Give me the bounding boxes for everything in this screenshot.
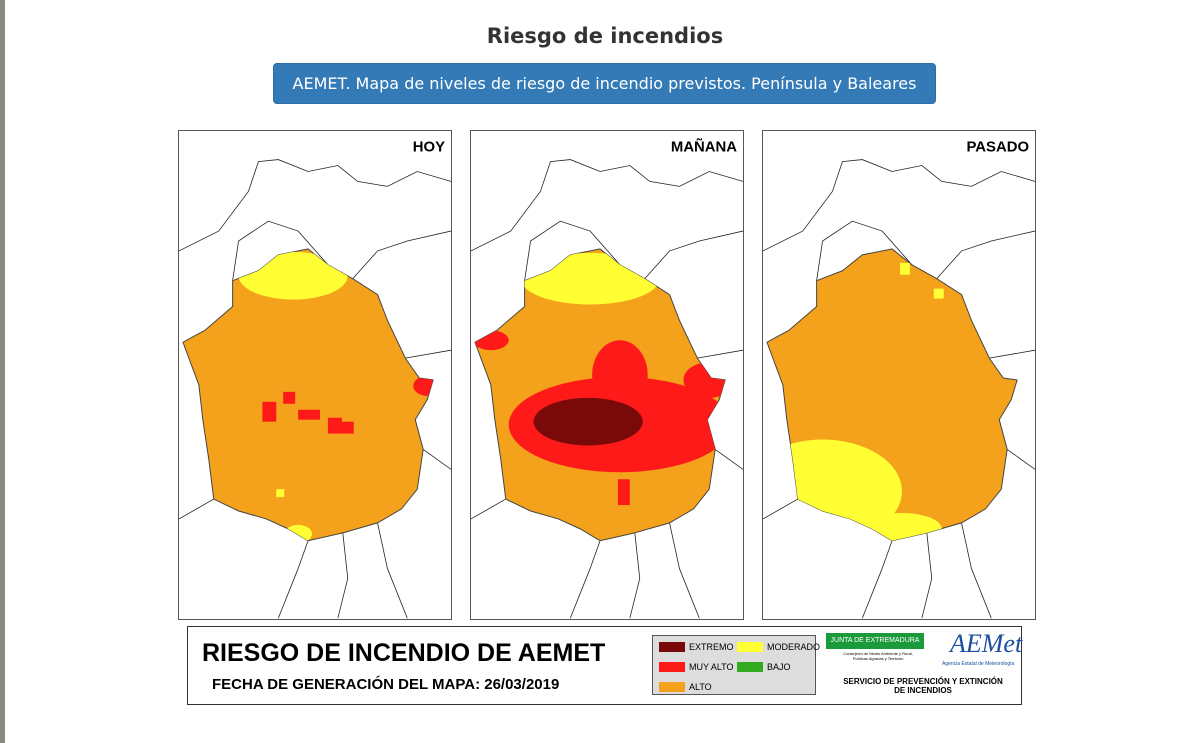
map-panel: HOY [178, 130, 452, 620]
legend-swatch [659, 662, 685, 672]
legend: EXTREMO MODERADO MUY ALTO BAJO ALTO [652, 635, 820, 695]
legend-label: ALTO [689, 682, 712, 692]
legend-item: MUY ALTO [659, 662, 734, 672]
logo-junta: JUNTA DE EXTREMADURA [826, 633, 924, 649]
legend-label: EXTREMO [689, 642, 734, 652]
legend-swatch [659, 682, 685, 692]
window-edge [0, 0, 5, 743]
footer-date: FECHA DE GENERACIÓN DEL MAPA: 26/03/2019 [212, 676, 560, 693]
legend-item: EXTREMO [659, 642, 734, 652]
footer-title: RIESGO DE INCENDIO DE AEMET [202, 639, 606, 667]
legend-item: BAJO [737, 662, 791, 672]
map-label: MAÑANA [671, 138, 737, 156]
legend-label: MODERADO [767, 642, 821, 652]
logo-aemet: AEMet [950, 629, 1023, 658]
map: HOY [179, 140, 451, 619]
legend-label: MUY ALTO [689, 662, 734, 672]
map-panel: MAÑANA [470, 130, 744, 620]
legend-label: BAJO [767, 662, 791, 672]
legend-item: MODERADO [737, 642, 820, 652]
map: PASADO [763, 140, 1035, 619]
legend-item: ALTO [659, 682, 712, 692]
service-name: SERVICIO DE PREVENCIÓN Y EXTINCIÓN DE IN… [843, 677, 1003, 695]
legend-swatch [737, 642, 763, 652]
logo-junta-sub: Consejería de Medio Ambiente y Rural, Po… [843, 651, 913, 661]
map-footer: RIESGO DE INCENDIO DE AEMET FECHA DE GEN… [187, 626, 1022, 705]
logo-aemet-sub: Agencia Estatal de Meteorología [942, 661, 1015, 667]
map-label: HOY [413, 140, 445, 156]
map-button[interactable]: AEMET. Mapa de niveles de riesgo de ince… [273, 63, 936, 104]
legend-swatch [659, 642, 685, 652]
map: MAÑANA [471, 138, 743, 619]
page-title: Riesgo de incendios [486, 24, 724, 48]
map-panel: PASADO [762, 130, 1036, 620]
map-label: PASADO [966, 140, 1029, 156]
legend-swatch [737, 662, 763, 672]
